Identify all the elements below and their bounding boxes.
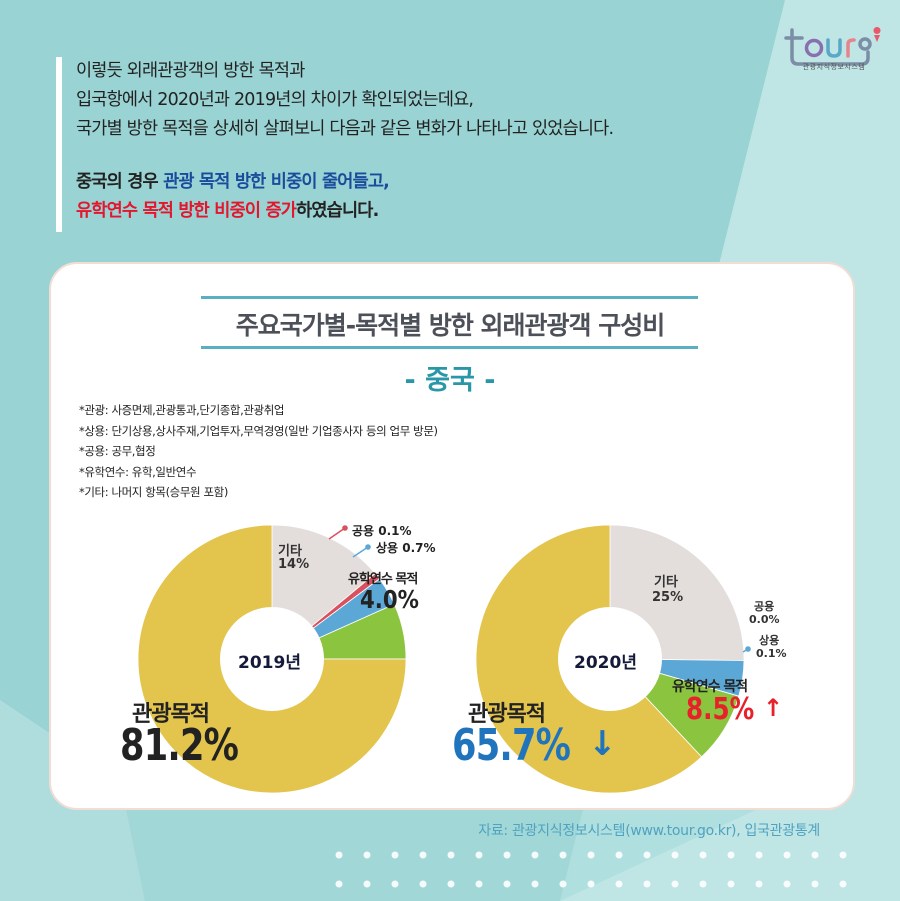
donut-hole: [220, 607, 324, 711]
logo-subtitle: 관광지식정보시스템: [802, 63, 866, 71]
intro-line-2: 입국항에서 2020년과 2019년의 차이가 확인되었는데요,: [76, 90, 474, 110]
label-2019-other-name: 기타: [278, 544, 302, 559]
label-2019-study-name: 유학연수 목적: [348, 572, 418, 587]
label-2020-other-name: 기타: [654, 575, 678, 590]
label-2020-study-value: 8.5%: [686, 692, 755, 727]
leader-dot: [365, 544, 371, 550]
highlight-study-increase: 유학연수 목적 방한 비중이 증가: [76, 201, 297, 221]
label-2020-study-name: 유학연수 목적: [672, 679, 748, 695]
title-rule-bottom: [201, 346, 698, 349]
note-official: *공용: 공무,협정: [79, 444, 156, 458]
highlight-tourism-decrease: 관광 목적 방한 비중이 줄어들고,: [163, 172, 390, 192]
label-2020-other-value: 25%: [652, 590, 684, 605]
label-2020-official-name: 공용: [754, 600, 775, 613]
donut-hole: [558, 607, 662, 711]
label-2020-center: 2020년: [574, 653, 637, 673]
label-2019-tourism-name: 관광목적: [132, 702, 210, 727]
label-2019-business: 상용 0.7%: [376, 541, 436, 555]
leader-dot: [342, 525, 348, 531]
data-source: 자료: 관광지식정보시스템(www.tour.go.kr), 입국관광통계: [478, 823, 820, 839]
note-other: *기타: 나머지 항목(승무원 포함): [79, 485, 228, 499]
note-tourism: *관광: 사증면제,관광통과,단기종합,관광취업: [79, 403, 285, 417]
note-business: *상용: 단기상용,상사주재,기업투자,무역경영(일반 기업종사자 등의 업무 …: [79, 423, 438, 438]
intro-line-1: 이렇듯 외래관광객의 방한 목적과: [76, 61, 305, 81]
label-2020-tourism-value: 65.7%: [452, 720, 571, 771]
label-2020-official-value: 0.0%: [749, 613, 780, 626]
leader-line: [328, 527, 346, 540]
label-2019-tourism-value: 81.2%: [120, 720, 239, 771]
label-2020-business-name: 상용: [759, 634, 780, 647]
note-study: *유학연수: 유학,일반연수: [79, 464, 197, 479]
label-2019-official: 공용 0.1%: [352, 524, 412, 538]
title-rule-top: [201, 296, 698, 299]
intro-text-block: 이렇듯 외래관광객의 방한 목적과 입국항에서 2020년과 2019년의 차이…: [56, 57, 756, 232]
category-notes: *관광: 사증면제,관광통과,단기종합,관광취업 *상용: 단기상용,상사주재,…: [79, 400, 438, 503]
country-subtitle: - 중국 -: [404, 365, 496, 396]
tour-logo: [784, 27, 881, 66]
highlight-line-2: 유학연수 목적 방한 비중이 증가하였습니다.: [76, 197, 756, 226]
label-2020-business-value: 0.1%: [756, 647, 787, 660]
up-arrow-icon: ↑: [763, 694, 784, 722]
label-2019-other-value: 14%: [278, 557, 310, 572]
label-2019-study-value: 4.0%: [360, 585, 419, 614]
highlight-line-1: 중국의 경우 관광 목적 방한 비중이 줄어들고,: [76, 168, 756, 197]
leader-line: [352, 546, 369, 558]
leader-dot: [745, 646, 751, 652]
highlight-ending: 하였습니다.: [296, 201, 379, 221]
down-arrow-icon: ↓: [588, 724, 617, 764]
chart-title: 주요국가별-목적별 방한 외래관광객 구성비: [235, 311, 666, 340]
highlight-china-case: 중국의 경우: [76, 172, 164, 192]
label-2019-center: 2019년: [238, 653, 301, 673]
label-2020-tourism-name: 관광목적: [468, 702, 546, 727]
intro-line-3: 국가별 방한 목적을 상세히 살펴보니 다음과 같은 변화가 나타나고 있었습니…: [76, 119, 614, 139]
